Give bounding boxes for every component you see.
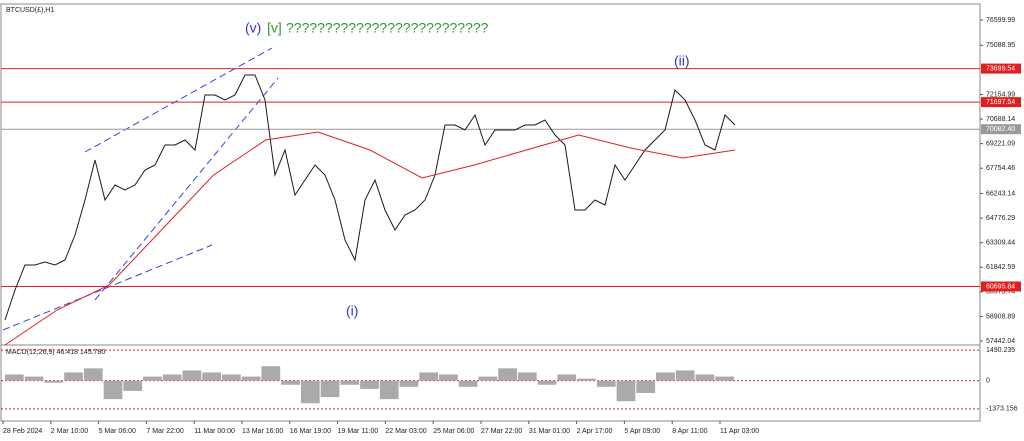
- macd-bar: [64, 372, 83, 381]
- level-label: 70082.40: [986, 126, 1015, 133]
- x-tick-label: 22 Mar 03:00: [385, 428, 426, 435]
- macd-bar: [557, 374, 577, 381]
- macd-bar: [103, 380, 123, 400]
- y-tick-label: 76599.99: [986, 17, 1015, 24]
- x-tick-label: 25 Mar 06:00: [433, 428, 474, 435]
- level-label: 71697.54: [986, 99, 1015, 106]
- macd-bar: [715, 376, 734, 381]
- y-tick-label: 72154.99: [986, 91, 1015, 98]
- level-tag: [981, 124, 1021, 135]
- level-tag: [981, 97, 1021, 108]
- macd-bar: [695, 374, 715, 381]
- macd-bar: [636, 380, 656, 393]
- macd-bar: [182, 370, 202, 381]
- x-tick-label: 2 Apr 17:00: [577, 428, 613, 435]
- macd-bar: [24, 376, 44, 381]
- y-tick-label: 60375.74: [986, 289, 1015, 296]
- y-tick-label: 63309.44: [986, 240, 1015, 247]
- macd-bar: [261, 366, 281, 381]
- x-tick-label: 19 Mar 11:00: [338, 428, 379, 435]
- wave-label: [v]: [267, 20, 282, 36]
- macd-bar: [577, 378, 596, 381]
- x-tick-label: 5 Mar 06:00: [99, 428, 136, 435]
- macd-bar: [439, 374, 458, 381]
- chart-title: BTCUSD(£),H1: [6, 7, 54, 14]
- macd-bar: [123, 380, 143, 391]
- wave-label: (v): [245, 20, 261, 36]
- macd-bar: [202, 372, 222, 381]
- x-tick-label: 27 Mar 22:00: [481, 428, 522, 435]
- macd-title: MACD(12,26,9) 46.418 145.780: [6, 349, 105, 356]
- x-tick-label: 13 Mar 16:00: [242, 428, 283, 435]
- x-tick-label: 5 Apr 09:00: [624, 428, 660, 435]
- y2-tick-label: -1373.156: [986, 406, 1018, 413]
- macd-bar: [656, 372, 675, 381]
- level-label: 73699.54: [986, 65, 1015, 72]
- macd-bar: [241, 376, 261, 381]
- wave-label: (i): [346, 303, 358, 319]
- wave-label: (ii): [674, 53, 690, 69]
- y-tick-label: 67754.46: [986, 165, 1015, 172]
- macd-bar: [222, 374, 241, 381]
- y-tick-label: 69221.09: [986, 140, 1015, 147]
- macd-bar: [596, 380, 616, 387]
- x-tick-label: 7 Mar 22:00: [146, 428, 183, 435]
- macd-bar: [281, 380, 300, 385]
- macd-bar: [616, 380, 636, 402]
- price-line: [4, 131, 736, 346]
- y2-tick-label: 0: [986, 378, 990, 385]
- y-tick-label: 61842.59: [986, 264, 1015, 271]
- macd-bar: [399, 380, 419, 387]
- macd-bar: [5, 374, 24, 381]
- macd-bar: [379, 380, 399, 400]
- y-tick-label: 70688.14: [986, 116, 1015, 123]
- macd-bar: [340, 380, 360, 385]
- x-tick-label: 31 Mar 01:00: [529, 428, 570, 435]
- annotation: ??????????????????????????: [286, 20, 489, 36]
- y-tick-label: 64776.29: [986, 215, 1015, 222]
- macd-bar: [44, 380, 64, 383]
- x-tick-label: 2 Mar 10:00: [51, 428, 88, 435]
- x-tick-label: 28 Feb 2024: [3, 428, 42, 435]
- channel-lines: [2, 47, 279, 331]
- y-tick-label: 75088.95: [986, 42, 1015, 49]
- level-label: 60695.84: [986, 283, 1015, 290]
- macd-bar: [675, 370, 695, 381]
- y-tick-label: 66243.14: [986, 190, 1015, 197]
- macd-bar: [419, 372, 439, 381]
- price-line: [4, 74, 736, 321]
- macd-bar: [162, 374, 182, 381]
- x-tick-label: 16 Mar 19:00: [290, 428, 331, 435]
- y-tick-label: 57442.04: [986, 338, 1015, 345]
- macd-bar: [478, 376, 498, 381]
- macd-bar: [498, 368, 517, 381]
- level-tag: [981, 63, 1021, 74]
- macd-bar: [517, 372, 537, 381]
- macd-bar: [143, 376, 162, 381]
- y-tick-label: 58908.89: [986, 313, 1015, 320]
- macd-bar: [360, 380, 379, 389]
- macd-bar: [300, 380, 320, 404]
- x-tick-label: 8 Apr 11:00: [672, 428, 707, 435]
- y2-tick-label: 1490.235: [986, 347, 1015, 354]
- macd-bar: [320, 380, 340, 398]
- macd-bar: [83, 368, 103, 381]
- x-tick-label: 11 Mar 00:00: [194, 428, 235, 435]
- x-tick-label: 11 Apr 03:00: [720, 428, 759, 435]
- level-tag: [981, 281, 1021, 292]
- macd-bar: [458, 380, 478, 387]
- macd-panel: [0, 344, 981, 422]
- macd-bar: [537, 380, 557, 385]
